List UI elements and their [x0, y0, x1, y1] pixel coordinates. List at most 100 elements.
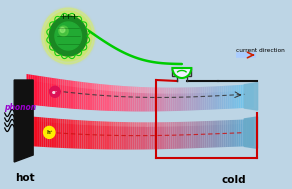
Polygon shape	[195, 121, 197, 148]
Polygon shape	[100, 121, 102, 149]
Polygon shape	[197, 121, 199, 126]
Polygon shape	[98, 84, 100, 90]
Polygon shape	[229, 85, 231, 92]
Polygon shape	[61, 118, 62, 148]
Polygon shape	[199, 121, 201, 126]
Polygon shape	[68, 80, 70, 109]
Polygon shape	[40, 76, 42, 106]
Polygon shape	[121, 86, 123, 111]
Polygon shape	[208, 87, 210, 110]
Polygon shape	[182, 88, 184, 111]
Polygon shape	[224, 86, 225, 109]
Polygon shape	[119, 122, 121, 126]
Polygon shape	[155, 122, 157, 127]
Polygon shape	[178, 88, 180, 111]
Text: current direction: current direction	[236, 49, 285, 53]
Polygon shape	[72, 81, 74, 87]
Polygon shape	[119, 86, 121, 111]
Polygon shape	[104, 121, 106, 149]
Polygon shape	[76, 81, 78, 109]
Polygon shape	[212, 120, 214, 148]
Polygon shape	[119, 86, 121, 92]
Polygon shape	[140, 87, 142, 112]
Polygon shape	[168, 88, 171, 94]
Polygon shape	[167, 122, 168, 127]
Polygon shape	[55, 78, 57, 85]
Polygon shape	[85, 120, 87, 125]
Circle shape	[44, 11, 92, 61]
Polygon shape	[216, 86, 218, 109]
Polygon shape	[70, 119, 72, 124]
Polygon shape	[146, 87, 148, 112]
Polygon shape	[190, 87, 191, 93]
Polygon shape	[95, 121, 97, 126]
Polygon shape	[51, 78, 53, 107]
Polygon shape	[49, 77, 51, 107]
Polygon shape	[70, 81, 72, 87]
Polygon shape	[100, 121, 102, 126]
Polygon shape	[167, 88, 168, 94]
Polygon shape	[116, 85, 117, 92]
Text: hot: hot	[15, 173, 34, 183]
Polygon shape	[136, 87, 138, 93]
Polygon shape	[195, 87, 197, 110]
Polygon shape	[203, 121, 205, 126]
Polygon shape	[112, 85, 114, 111]
Polygon shape	[187, 87, 190, 111]
Polygon shape	[163, 88, 165, 111]
Polygon shape	[161, 122, 163, 127]
Polygon shape	[28, 116, 30, 146]
Polygon shape	[191, 121, 193, 148]
Polygon shape	[178, 121, 180, 149]
Polygon shape	[74, 119, 76, 149]
Polygon shape	[159, 88, 161, 94]
Polygon shape	[114, 85, 116, 111]
Polygon shape	[191, 87, 193, 93]
Polygon shape	[227, 120, 229, 147]
Polygon shape	[165, 88, 167, 111]
Polygon shape	[244, 83, 258, 110]
Polygon shape	[224, 120, 225, 125]
Circle shape	[55, 22, 81, 50]
Polygon shape	[210, 87, 212, 93]
Polygon shape	[239, 85, 241, 108]
Polygon shape	[68, 80, 70, 86]
Polygon shape	[161, 88, 163, 111]
Polygon shape	[138, 87, 140, 112]
Polygon shape	[222, 120, 224, 147]
Polygon shape	[106, 85, 108, 111]
Polygon shape	[165, 122, 167, 149]
Text: cold: cold	[222, 175, 246, 185]
Polygon shape	[62, 79, 65, 86]
Polygon shape	[231, 119, 233, 147]
Polygon shape	[27, 115, 28, 146]
Polygon shape	[167, 122, 168, 149]
Polygon shape	[201, 121, 203, 148]
Polygon shape	[127, 86, 129, 92]
Polygon shape	[152, 122, 153, 149]
Polygon shape	[218, 120, 220, 125]
Polygon shape	[214, 120, 216, 125]
Polygon shape	[244, 84, 246, 108]
Polygon shape	[182, 88, 184, 94]
Polygon shape	[180, 121, 182, 149]
Polygon shape	[72, 119, 74, 124]
Polygon shape	[241, 119, 242, 146]
Wedge shape	[172, 68, 191, 78]
Polygon shape	[125, 122, 127, 149]
Polygon shape	[97, 84, 98, 90]
Polygon shape	[203, 121, 205, 148]
Polygon shape	[148, 122, 150, 149]
Polygon shape	[55, 118, 57, 148]
Polygon shape	[214, 86, 216, 109]
Polygon shape	[205, 87, 206, 93]
Polygon shape	[152, 87, 153, 112]
Polygon shape	[168, 122, 171, 127]
Polygon shape	[57, 118, 59, 123]
Polygon shape	[248, 84, 250, 108]
Polygon shape	[114, 85, 116, 91]
Polygon shape	[108, 85, 110, 111]
Polygon shape	[123, 122, 125, 149]
Polygon shape	[242, 119, 244, 146]
Polygon shape	[172, 88, 174, 94]
